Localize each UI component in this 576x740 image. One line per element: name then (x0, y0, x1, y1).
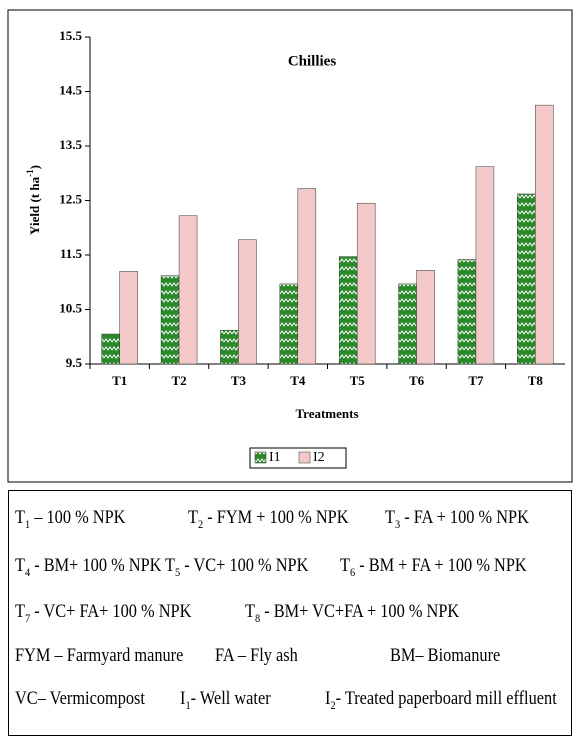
key-subscript: 1 (185, 697, 191, 712)
key-text: - BM+ VC+FA + 100 % NPK (260, 601, 460, 622)
key-subscript: 4 (24, 564, 31, 579)
key-text: - FYM + 100 % NPK (203, 507, 349, 528)
key-text: T (244, 601, 255, 622)
key-text: VC– Vermicompost (14, 688, 145, 709)
key-item: T7 - VC+ FA+ 100 % NPK (15, 601, 191, 626)
legend-swatch (298, 451, 311, 464)
key-subscript: 7 (24, 610, 31, 625)
key-item: T2 - FYM + 100 % NPK (188, 507, 349, 532)
key-text: FA – Fly ash (215, 645, 298, 666)
key-row: T4 - BM+ 100 % NPK T5 - VC+ 100 % NPK T6 -… (0, 555, 568, 585)
y-label-sup: -1 (25, 169, 35, 177)
key-text: T (14, 507, 25, 528)
bar (416, 270, 435, 365)
bar (279, 283, 299, 365)
y-tick-label: 12.5 (59, 191, 82, 206)
bar (297, 188, 317, 365)
key-text: T (384, 507, 395, 528)
x-tick-label: T1 (112, 373, 127, 388)
bar (398, 283, 417, 365)
key-item: VC– Vermicompost (15, 688, 145, 710)
chart-frame (7, 9, 573, 483)
key-subscript: 1 (24, 516, 31, 531)
legend-label: I2 (313, 450, 325, 465)
key-item: T5 - VC+ 100 % NPK (165, 555, 308, 580)
bar (457, 259, 477, 365)
bar (356, 202, 376, 365)
legend-swatch (254, 451, 267, 464)
bar (220, 329, 239, 365)
x-tick-label: T4 (290, 373, 306, 388)
x-tick-label: T3 (231, 373, 247, 388)
key-text: BM– Biomanure (389, 645, 501, 666)
chart-title: Chillies (288, 53, 337, 69)
key-item: T8 - BM+ VC+FA + 100 % NPK (245, 601, 459, 626)
key-text: I (179, 688, 186, 709)
key-item: I1- Well water (180, 688, 271, 713)
key-text: T (339, 555, 350, 576)
key-row: T7 - VC+ FA+ 100 % NPK T8 - BM+ VC+FA + 1… (0, 601, 568, 631)
key-item: T4 - BM+ 100 % NPK (15, 555, 161, 580)
bar (238, 239, 257, 365)
key-row: T1 – 100 % NPK T2 - FYM + 100 % NPK T3 - F… (0, 507, 568, 537)
bar (338, 256, 358, 365)
key-text: T (164, 555, 175, 576)
x-axis-label: Treatments (295, 406, 358, 421)
key-row: VC– Vermicompost I1- Well water I2- Treate… (0, 688, 568, 718)
key-item: I2- Treated paperboard mill effluent (325, 688, 557, 713)
key-subscript: 8 (254, 610, 261, 625)
key-text: - VC+ 100 % NPK (180, 555, 309, 576)
legend-label: I1 (269, 450, 281, 465)
chart: Chillies Yield (t ha-1) Treatments 9.5 10… (7, 9, 573, 483)
x-tick-label: T2 (171, 373, 186, 388)
y-axis-label: Yield (t ha-1) (25, 165, 42, 235)
key-text: T (187, 507, 198, 528)
key-text: T (14, 555, 25, 576)
bar (517, 193, 536, 365)
y-tick-label: 11.5 (60, 246, 83, 261)
y-tick-label: 14.5 (59, 82, 82, 97)
key-text: - Well water (190, 688, 271, 709)
key-text: FYM – Farmyard manure (14, 645, 184, 666)
key-text: - Treated paperboard mill effluent (335, 688, 557, 709)
key-text: - FA + 100 % NPK (400, 507, 529, 528)
key-item: FA – Fly ash (215, 645, 298, 667)
key-subscript: 3 (394, 516, 401, 531)
x-tick-label: T5 (350, 373, 366, 388)
key-item: T1 – 100 % NPK (15, 507, 125, 532)
legend-frame (249, 447, 347, 469)
key-text: – 100 % NPK (30, 507, 126, 528)
bar (101, 333, 120, 365)
key-text: - VC+ FA+ 100 % NPK (30, 601, 192, 622)
key-item: T3 - FA + 100 % NPK (385, 507, 529, 532)
key-text: - BM + FA + 100 % NPK (355, 555, 527, 576)
key-text: I (324, 688, 331, 709)
key-subscript: 6 (349, 564, 356, 579)
x-tick-label: T7 (468, 373, 484, 388)
y-tick-label: 9.5 (66, 355, 83, 370)
key-text: - BM+ 100 % NPK (30, 555, 162, 576)
y-tick-label: 13.5 (59, 137, 82, 152)
bar (475, 166, 495, 365)
bar (535, 104, 554, 365)
x-tick-label: T6 (409, 373, 425, 388)
key-subscript: 2 (197, 516, 204, 531)
y-label-close: ) (27, 165, 42, 169)
key-row: FYM – Farmyard manure FA – Fly ash BM– Bio… (0, 645, 568, 675)
y-tick-label: 10.5 (59, 300, 82, 315)
key-text: T (14, 601, 25, 622)
key-item: T6 - BM + FA + 100 % NPK (340, 555, 527, 580)
x-tick-label: T8 (528, 373, 544, 388)
key-subscript: 2 (330, 697, 336, 712)
bar (119, 271, 138, 365)
key-box (8, 490, 572, 736)
bar (160, 275, 180, 365)
key-item: FYM – Farmyard manure (15, 645, 183, 667)
y-tick-label: 15.5 (59, 28, 82, 43)
key-item: BM– Biomanure (390, 645, 500, 667)
y-label-text: Yield (t ha (27, 176, 42, 235)
key-subscript: 5 (174, 564, 181, 579)
bar (178, 215, 198, 365)
